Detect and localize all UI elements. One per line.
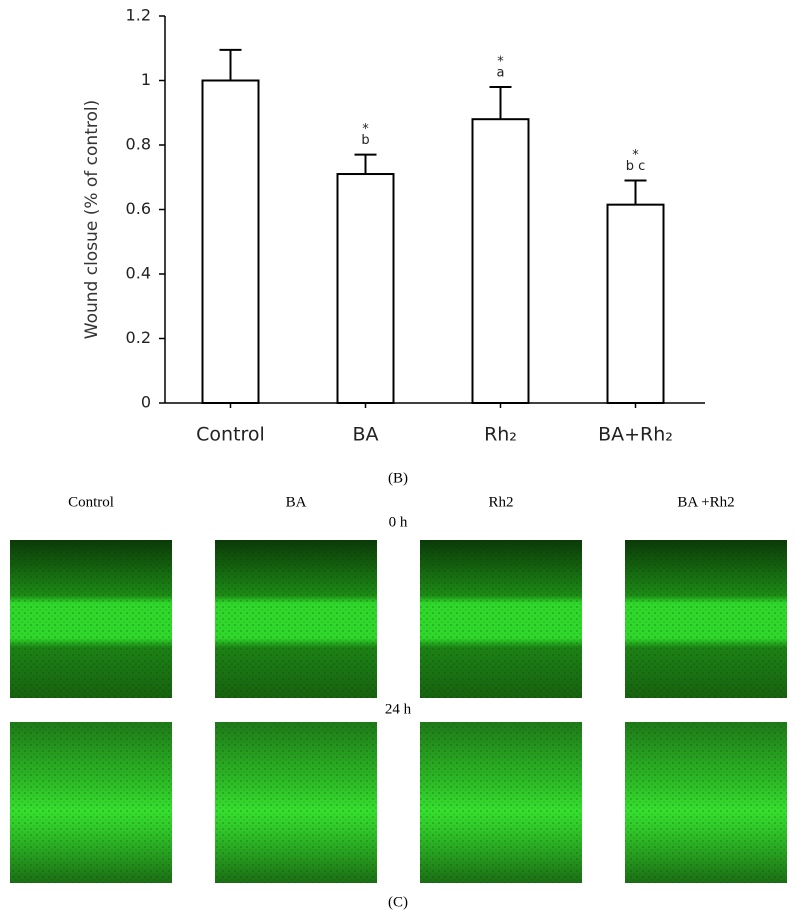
bar bbox=[471, 118, 530, 404]
bar bbox=[336, 173, 395, 404]
x-tick-label: Rh₂ bbox=[484, 424, 517, 446]
micrograph-texture bbox=[10, 722, 172, 883]
y-tick-label: 0 bbox=[141, 393, 151, 412]
micrograph-texture bbox=[215, 540, 377, 698]
bar bbox=[201, 79, 260, 404]
y-tick-label: 0.8 bbox=[126, 135, 151, 154]
significance-label: * bbox=[497, 54, 504, 69]
micrograph-texture bbox=[10, 540, 172, 698]
bar bbox=[606, 203, 665, 404]
x-tick-label: BA bbox=[352, 424, 378, 446]
micrograph-texture bbox=[625, 540, 787, 698]
micrograph-texture bbox=[420, 540, 582, 698]
panel-label: (B) bbox=[388, 470, 408, 486]
column-label: Rh2 bbox=[488, 494, 513, 510]
micrograph-texture bbox=[215, 722, 377, 883]
micrograph-texture bbox=[625, 722, 787, 883]
micrograph-texture bbox=[420, 722, 582, 883]
panel-label: (C) bbox=[388, 894, 408, 910]
x-tick-label: Control bbox=[196, 424, 265, 446]
row-label: 24 h bbox=[385, 701, 412, 717]
y-tick-label: 1.2 bbox=[126, 6, 151, 25]
row-label: 0 h bbox=[389, 514, 408, 530]
significance-label: a bbox=[497, 65, 505, 80]
x-tick-label: BA+Rh₂ bbox=[598, 424, 673, 446]
y-tick-label: 0.2 bbox=[126, 328, 151, 347]
y-axis-label: Wound closue (% of control) bbox=[82, 100, 102, 339]
significance-label: * bbox=[362, 122, 369, 137]
y-tick-label: 1 bbox=[141, 70, 151, 89]
column-label: Control bbox=[68, 494, 114, 510]
significance-label: b bbox=[361, 133, 369, 148]
significance-label: b c bbox=[626, 159, 646, 174]
y-tick-label: 0.4 bbox=[126, 264, 151, 283]
y-tick-label: 0.6 bbox=[126, 199, 151, 218]
column-label: BA +Rh2 bbox=[677, 494, 734, 510]
column-label: BA bbox=[286, 494, 307, 510]
significance-label: * bbox=[632, 148, 639, 163]
